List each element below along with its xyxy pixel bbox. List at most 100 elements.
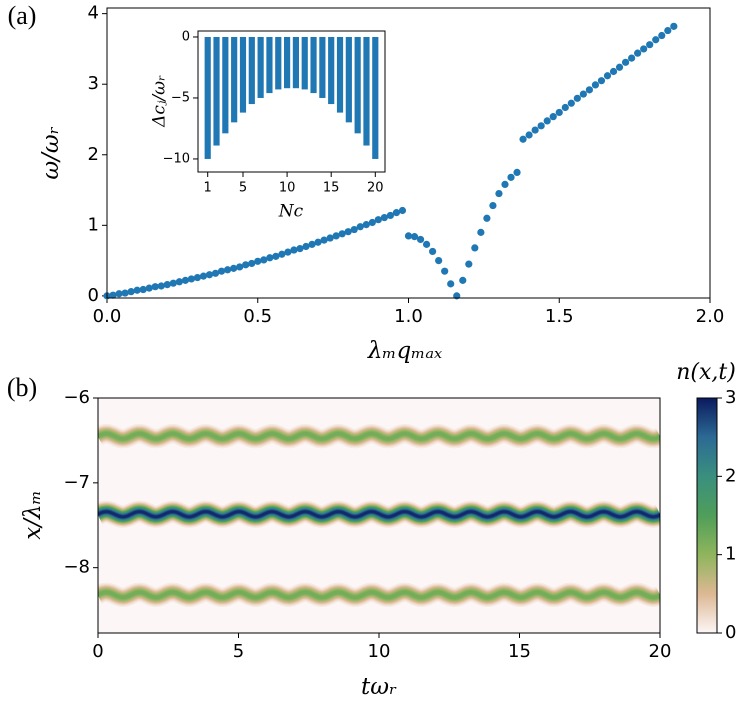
bar [266, 36, 273, 94]
y-tick-label: 1 [88, 214, 99, 235]
data-point [356, 223, 364, 231]
data-point [459, 276, 467, 284]
data-point [380, 213, 388, 222]
x-tick-label: 5 [239, 180, 247, 195]
bar [231, 36, 238, 123]
data-point [181, 276, 189, 284]
x-axis-label: λₘqₘₐₓ [367, 338, 442, 364]
data-point [193, 273, 202, 282]
x-tick-label: 0.0 [93, 306, 122, 327]
data-point [308, 240, 316, 248]
y-tick-label: 4 [88, 3, 99, 24]
data-point [145, 284, 153, 292]
bar [204, 36, 211, 159]
data-point [272, 252, 280, 260]
bar [336, 36, 344, 113]
bar [319, 36, 326, 98]
data-point [260, 256, 268, 264]
bar [284, 36, 291, 89]
data-point [109, 291, 117, 299]
bar [363, 36, 370, 146]
colorbar [696, 397, 718, 634]
data-point [670, 22, 678, 30]
data-point [579, 90, 587, 98]
data-point [585, 86, 594, 94]
data-point [374, 216, 382, 224]
density-band [98, 510, 660, 518]
data-point [531, 126, 539, 134]
colorbar-label: n(x,t) [676, 360, 736, 385]
bar [301, 36, 308, 90]
x-tick-label: 1.0 [394, 306, 423, 327]
data-point [344, 228, 352, 236]
data-point [121, 289, 129, 297]
x-tick-label: 1 [204, 180, 212, 195]
data-point [133, 286, 141, 294]
x-tick-label: 10 [279, 180, 296, 195]
bar [354, 36, 361, 134]
data-point [175, 278, 183, 286]
y-axis-label: ω/ωᵣ [38, 126, 64, 179]
data-point [332, 232, 340, 240]
data-point [242, 261, 250, 269]
x-axis-label: Nc [278, 202, 304, 222]
density-band [98, 431, 660, 441]
data-point [224, 266, 232, 274]
data-point [350, 225, 358, 234]
data-point [314, 238, 322, 246]
data-point [483, 214, 491, 222]
y-tick-label: −5 [171, 90, 190, 105]
y-tick-label: 3 [88, 73, 99, 94]
y-tick-label: 0 [182, 29, 190, 44]
data-point [187, 275, 196, 283]
data-point [537, 122, 545, 130]
data-point [603, 72, 612, 80]
bar [275, 36, 282, 90]
y-tick-label: −6 [63, 387, 90, 408]
data-point [549, 113, 557, 121]
data-point [368, 218, 376, 227]
data-point [597, 77, 606, 85]
bar [257, 36, 264, 98]
x-tick-label: 1.5 [545, 306, 574, 327]
x-tick-label: 15 [508, 641, 531, 662]
y-axis-label: x/λₘ [20, 490, 46, 539]
x-axis-label: tωᵣ [361, 674, 397, 700]
colorbar-tick-label: 1 [725, 544, 736, 565]
data-point [296, 245, 304, 253]
data-point [628, 54, 636, 62]
x-tick-label: 2.0 [696, 306, 725, 327]
data-point [652, 36, 660, 44]
data-point [621, 58, 630, 66]
data-point [422, 240, 431, 248]
data-point [217, 267, 226, 275]
data-point [543, 117, 551, 125]
data-point [435, 257, 443, 265]
data-point [404, 232, 413, 240]
data-point [278, 250, 286, 258]
data-point [495, 189, 503, 198]
bar [328, 36, 335, 105]
data-point [561, 103, 569, 112]
data-point [519, 135, 527, 143]
data-point [127, 288, 135, 296]
data-point [362, 221, 370, 229]
data-point [501, 180, 509, 188]
bar [239, 36, 247, 113]
data-point [447, 280, 455, 288]
y-tick-label: −8 [63, 557, 90, 578]
y-tick-label: 2 [88, 144, 99, 165]
data-point [157, 282, 165, 290]
inset-background [198, 31, 385, 172]
data-point [326, 234, 334, 242]
data-point [465, 260, 473, 268]
data-point [386, 211, 395, 220]
data-point [591, 81, 600, 89]
data-point [567, 99, 575, 107]
data-point [236, 263, 244, 271]
data-point [507, 173, 515, 181]
colorbar-tick-label: 2 [725, 465, 736, 486]
data-point [429, 247, 437, 256]
data-point [410, 233, 419, 241]
